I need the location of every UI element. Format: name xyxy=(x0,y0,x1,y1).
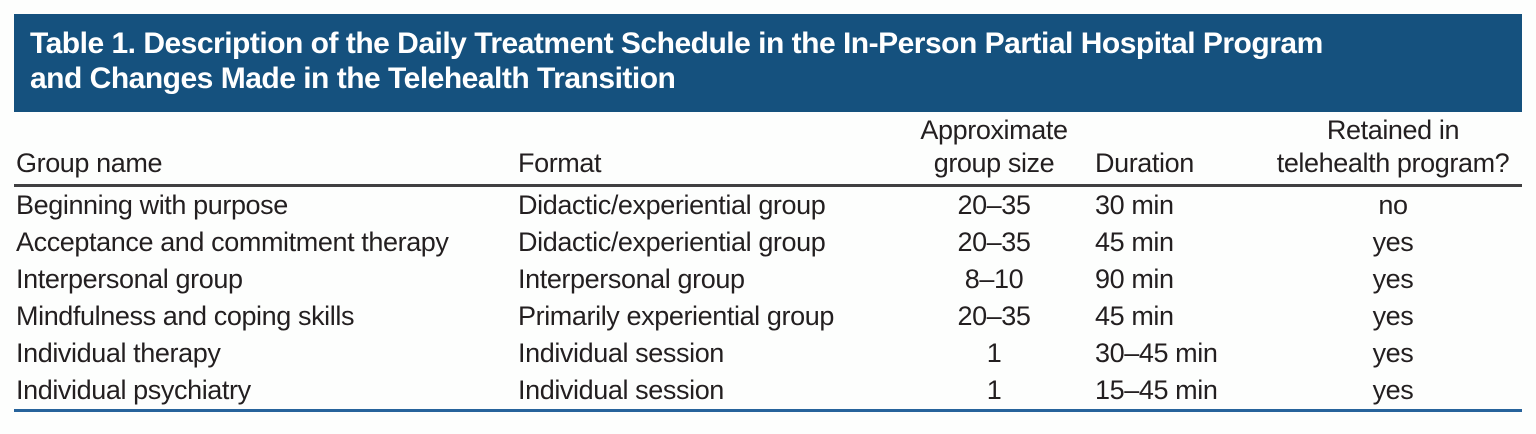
cell-group-name: Mindfulness and coping skills xyxy=(16,301,355,331)
cell-group-size: 20–35 xyxy=(957,190,1031,220)
col-header-retained-line1: Retained in xyxy=(1326,115,1460,145)
cell-group-name: Individual therapy xyxy=(16,338,221,368)
cell-retained: yes xyxy=(1372,301,1414,331)
col-header-retained-line2: telehealth program? xyxy=(1276,148,1510,178)
table-row: Beginning with purpose Didactic/experien… xyxy=(14,186,1522,225)
cell-group-name: Acceptance and commitment therapy xyxy=(16,227,449,257)
cell-retained: yes xyxy=(1264,372,1522,412)
cell-format: Interpersonal group xyxy=(518,264,745,294)
cell-duration: 90 min xyxy=(1095,264,1174,294)
table-title-line2: and Changes Made in the Telehealth Trans… xyxy=(30,62,676,95)
table-row: Individual psychiatry Individual session… xyxy=(14,372,1522,412)
cell-group-size: 8–10 xyxy=(964,264,1024,294)
cell-retained: yes xyxy=(1372,338,1414,368)
cell-group-size: 20–35 xyxy=(957,301,1031,331)
cell-duration: 15–45 min xyxy=(1082,372,1264,412)
cell-retained: yes xyxy=(1372,227,1414,257)
cell-format: Didactic/experiential group xyxy=(518,227,826,257)
table-title-line1: Table 1. Description of the Daily Treatm… xyxy=(30,27,1323,60)
cell-retained: no xyxy=(1378,190,1408,220)
treatment-schedule-table: Group name Format Approximate group size… xyxy=(14,112,1522,412)
cell-format: Didactic/experiential group xyxy=(518,190,826,220)
cell-group-name: Beginning with purpose xyxy=(16,190,288,220)
cell-duration: 30–45 min xyxy=(1095,338,1218,368)
table-row: Mindfulness and coping skills Primarily … xyxy=(14,298,1522,335)
cell-group-size: 20–35 xyxy=(957,227,1031,257)
col-header-retained: Retained in telehealth program? xyxy=(1264,112,1522,187)
table-title-banner: Table 1. Description of the Daily Treatm… xyxy=(14,14,1522,112)
cell-group-name: Interpersonal group xyxy=(16,264,243,294)
col-header-group-size: Approximate group size xyxy=(906,112,1082,187)
cell-duration: 45 min xyxy=(1095,227,1174,257)
table-row: Interpersonal group Interpersonal group … xyxy=(14,261,1522,298)
col-header-format: Format xyxy=(516,112,906,187)
cell-group-size: 1 xyxy=(986,338,1002,368)
col-header-group-size-line2: group size xyxy=(933,148,1055,178)
col-header-group-name: Group name xyxy=(14,112,516,187)
cell-retained: yes xyxy=(1372,264,1414,294)
cell-format: Individual session xyxy=(518,338,724,368)
table-row: Individual therapy Individual session 1 … xyxy=(14,335,1522,372)
col-header-duration: Duration xyxy=(1082,112,1264,187)
cell-group-size: 1 xyxy=(906,372,1082,412)
col-header-group-size-line1: Approximate xyxy=(920,115,1068,145)
cell-duration: 45 min xyxy=(1095,301,1174,331)
cell-format: Primarily experiential group xyxy=(518,301,834,331)
header-row: Group name Format Approximate group size… xyxy=(14,112,1522,187)
cell-format: Individual session xyxy=(516,372,906,412)
cell-group-name: Individual psychiatry xyxy=(14,372,516,412)
cell-duration: 30 min xyxy=(1095,190,1174,220)
table-row: Acceptance and commitment therapy Didact… xyxy=(14,224,1522,261)
